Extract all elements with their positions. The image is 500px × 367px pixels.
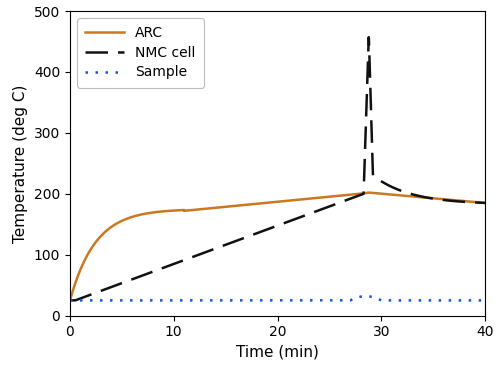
Legend: ARC, NMC cell, Sample: ARC, NMC cell, Sample — [77, 18, 204, 88]
ARC — [67, 298, 73, 302]
Sample — [394, 298, 400, 302]
Sample — [482, 298, 488, 302]
NMC cell — [394, 187, 400, 191]
NMC cell — [366, 35, 372, 39]
Sample — [88, 298, 94, 302]
Line: NMC cell: NMC cell — [70, 37, 485, 300]
NMC cell — [67, 298, 73, 302]
NMC cell — [470, 200, 476, 204]
Sample — [269, 298, 275, 302]
Sample — [470, 298, 476, 302]
Y-axis label: Temperature (deg C): Temperature (deg C) — [14, 84, 28, 243]
NMC cell — [482, 201, 488, 205]
ARC — [366, 190, 372, 195]
X-axis label: Time (min): Time (min) — [236, 345, 319, 360]
ARC — [470, 200, 476, 204]
NMC cell — [470, 200, 476, 204]
ARC — [269, 200, 275, 204]
ARC — [394, 193, 400, 197]
Sample — [67, 298, 73, 302]
NMC cell — [269, 225, 275, 230]
Line: Sample: Sample — [70, 296, 485, 300]
NMC cell — [258, 230, 264, 234]
NMC cell — [88, 292, 94, 297]
Sample — [470, 298, 476, 302]
Sample — [362, 294, 368, 298]
Sample — [258, 298, 264, 302]
ARC — [258, 201, 264, 206]
Line: ARC: ARC — [70, 193, 485, 300]
ARC — [470, 200, 476, 204]
ARC — [88, 247, 94, 251]
ARC — [482, 201, 488, 205]
